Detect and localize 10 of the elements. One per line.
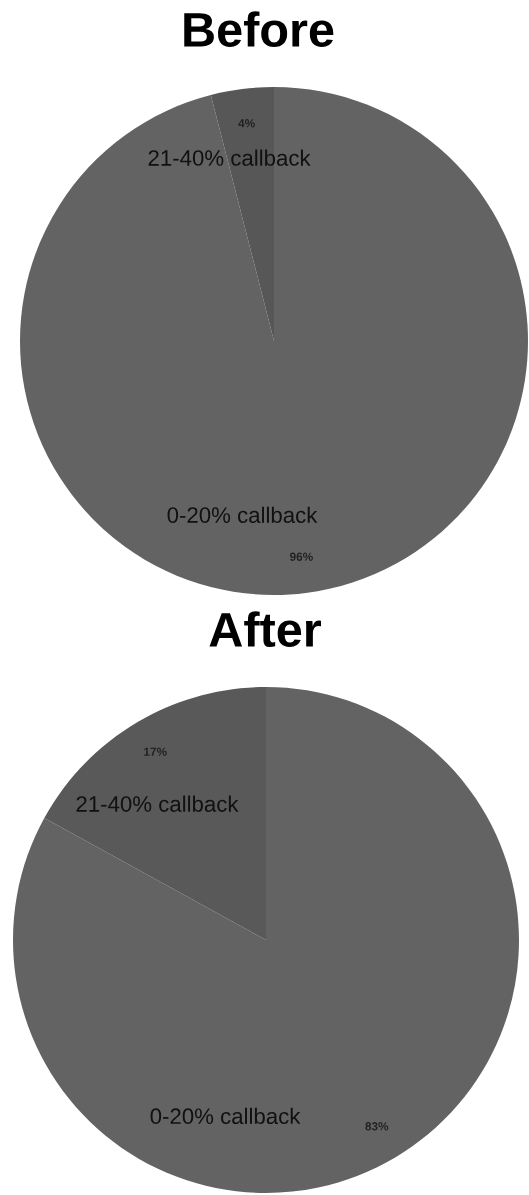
- slice-label: 0-20% callback: [167, 506, 318, 523]
- data-label: 83%: [365, 1122, 389, 1131]
- data-label: 96%: [289, 552, 313, 561]
- pie-slice: [13, 687, 519, 1193]
- slice-label: 21-40% callback: [148, 149, 311, 166]
- chart-title: Before: [184, 11, 334, 48]
- slice-label: 0-20% callback: [150, 1107, 301, 1125]
- pie-slice: [20, 87, 528, 595]
- chart-title: After: [209, 611, 321, 648]
- slice-label: 21-40% callback: [76, 795, 239, 812]
